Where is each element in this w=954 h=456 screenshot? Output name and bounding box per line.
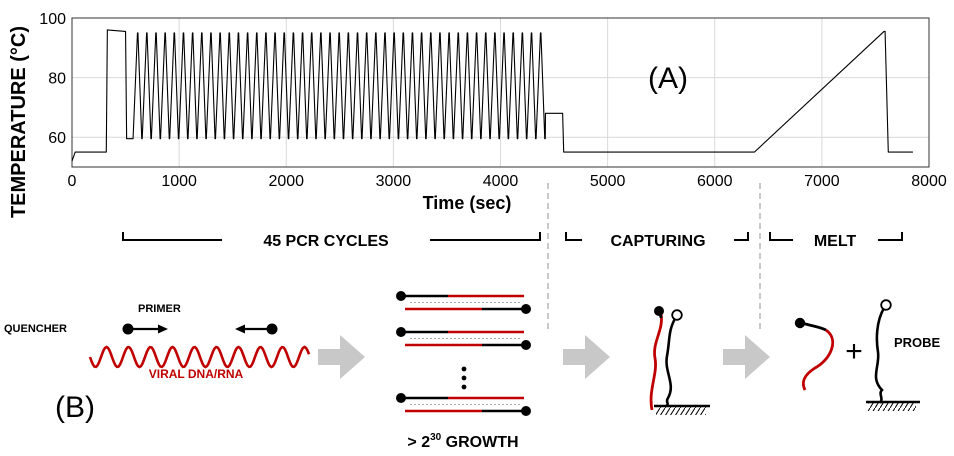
- capture-probe: [665, 316, 678, 408]
- y-tick-labels: 60 80 100: [39, 11, 66, 147]
- viral-strand: [88, 345, 311, 369]
- amplicon-pair: [396, 327, 531, 350]
- bracket-pcr: [122, 232, 541, 241]
- x-tick-label: 1000: [161, 173, 197, 190]
- captured-target: [649, 313, 663, 411]
- stage-template: QUENCHER PRIMER VIRAL DNA/RNA: [4, 303, 311, 381]
- x-axis-label: Time (sec): [423, 193, 512, 213]
- phase-label-capturing: CAPTURING: [610, 233, 705, 250]
- free-probe-head: [880, 299, 892, 311]
- phase-label-melt: MELT: [814, 233, 857, 250]
- captured-quencher: [654, 306, 664, 316]
- probe-label: PROBE: [894, 335, 941, 350]
- viral-label: VIRAL DNA/RNA: [149, 367, 244, 381]
- amplicon-pair: [396, 291, 531, 314]
- stage-capturing: [649, 306, 710, 415]
- bracket-melt: [769, 232, 903, 241]
- phase-dividers: [547, 183, 761, 332]
- phase-label-pcr: 45 PCR CYCLES: [263, 233, 389, 250]
- y-tick-label: 60: [48, 130, 66, 147]
- primer-reverse: [235, 323, 278, 335]
- bracket-capturing: [565, 232, 749, 241]
- temperature-trace: [71, 29, 913, 162]
- x-tick-label: 3000: [376, 173, 412, 190]
- x-tick-label: 8000: [911, 173, 947, 190]
- diagram-panel-label: (B): [55, 391, 95, 424]
- phase-brackets: [122, 232, 903, 241]
- arrow-1: [318, 335, 365, 379]
- stage-amplicons: [396, 291, 531, 416]
- x-tick-labels: 0 1000 2000 3000 4000 5000 6000 7000 8000: [68, 173, 947, 190]
- melted-quencher: [794, 317, 806, 329]
- quencher-label: QUENCHER: [4, 323, 67, 335]
- primer-label: PRIMER: [138, 303, 181, 315]
- capture-probe-head: [671, 309, 683, 321]
- amplicon-ellipsis: [461, 366, 467, 390]
- x-tick-label: 0: [68, 173, 77, 190]
- chart-panel-label: (A): [648, 62, 688, 95]
- x-tick-label: 5000: [590, 173, 626, 190]
- process-arrows: [318, 335, 770, 379]
- x-tick-label: 4000: [483, 173, 519, 190]
- growth-label: > 230 GROWTH: [407, 432, 518, 451]
- melted-target-black: [801, 321, 827, 332]
- amplicon-pair: [396, 393, 531, 416]
- primer-forward: [122, 323, 168, 335]
- y-axis-label: TEMPERATURE (°C): [8, 26, 30, 218]
- x-tick-label: 7000: [804, 173, 840, 190]
- x-tick-label: 2000: [268, 173, 304, 190]
- x-tick-label: 6000: [697, 173, 733, 190]
- y-tick-label: 80: [48, 71, 66, 88]
- stage-melt: + PROBE: [794, 299, 941, 411]
- melted-target: [801, 328, 835, 391]
- plot-frame: [71, 17, 930, 168]
- capture-surface-hatch: [656, 407, 706, 415]
- y-tick-label: 100: [39, 11, 66, 28]
- temperature-chart: 60 80 100 0 1000 2000 3000 4000 5000 6000 7000 800…: [8, 11, 947, 218]
- arrow-3: [723, 335, 770, 379]
- free-probe: [874, 307, 886, 404]
- plus-sign: +: [845, 335, 863, 368]
- arrow-2: [563, 335, 610, 379]
- chart-grid: [72, 18, 929, 167]
- melt-surface-hatch: [868, 403, 916, 411]
